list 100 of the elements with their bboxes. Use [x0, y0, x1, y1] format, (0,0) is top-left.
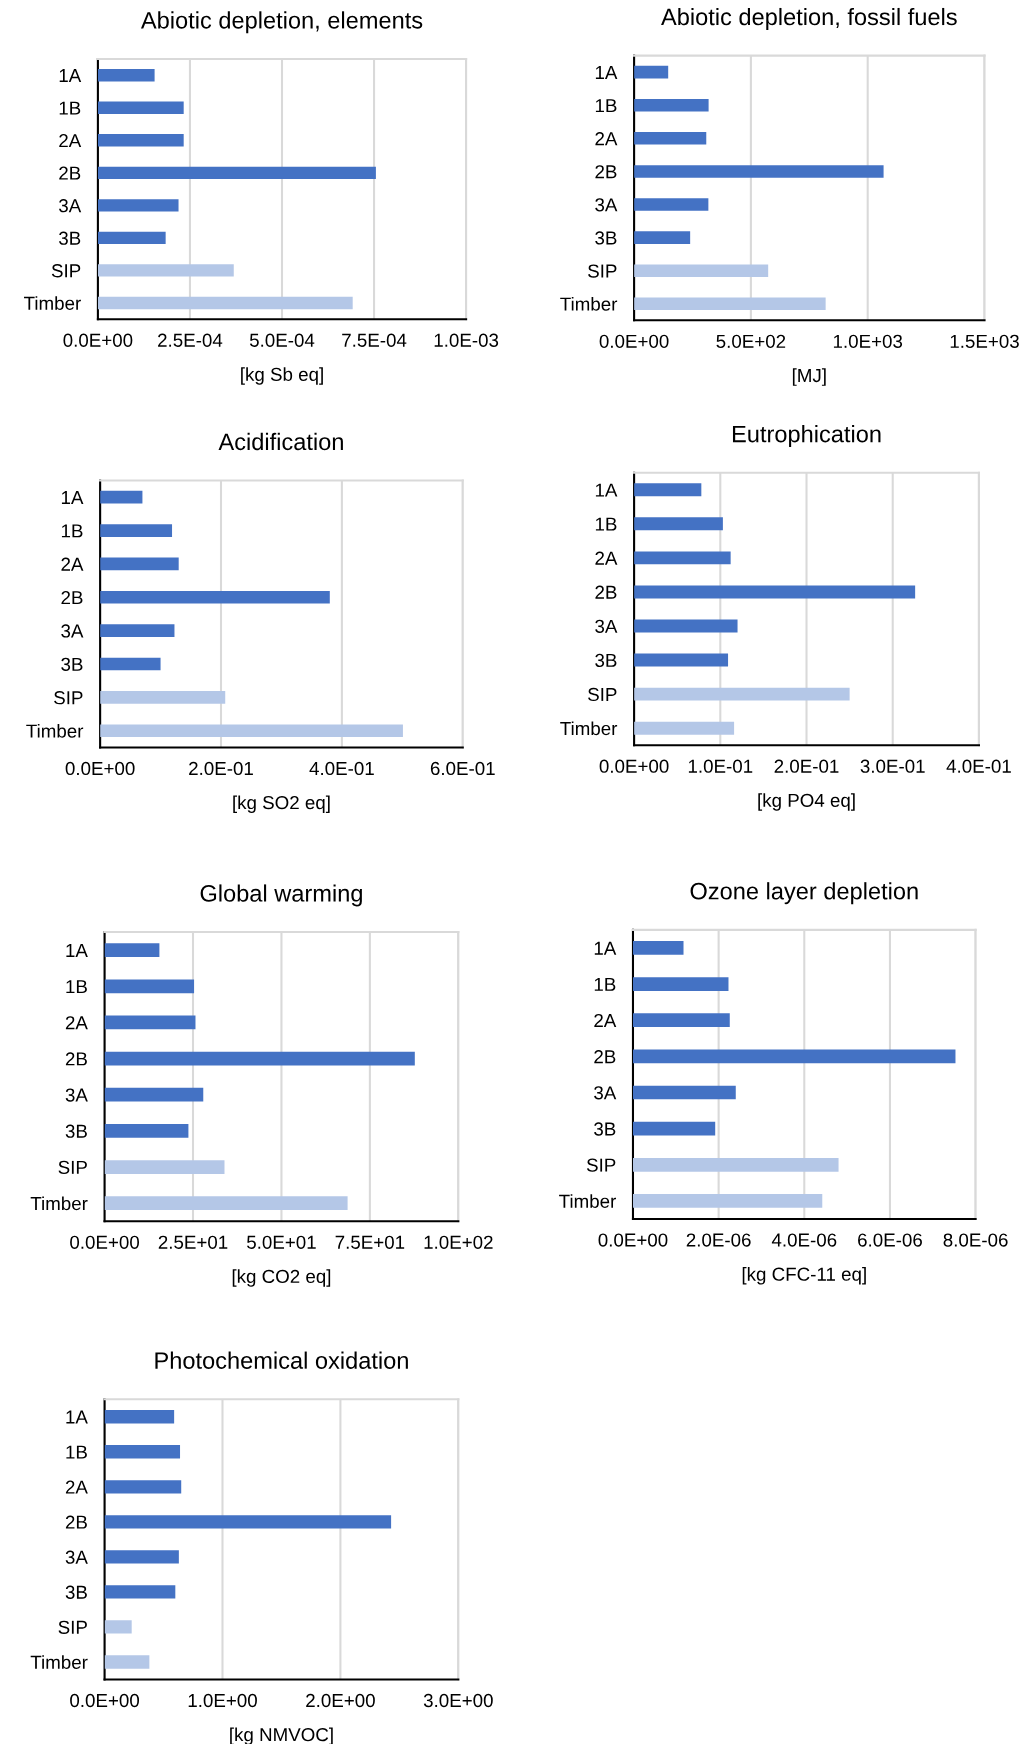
y-tick-label: SIP	[58, 1620, 87, 1634]
bar	[97, 199, 179, 212]
x-tick-label: 6.0E-06	[858, 1233, 922, 1247]
bar	[104, 1480, 182, 1494]
bar	[100, 524, 173, 537]
x-tick-label: 2.0E-06	[686, 1233, 751, 1247]
x-tick-label: 4.0E-01	[309, 761, 374, 776]
bar	[97, 231, 166, 245]
x-tick-label: 5.0E+02	[716, 334, 786, 348]
y-tick-label: 1A	[595, 483, 618, 497]
bar	[100, 657, 161, 671]
x-tick-label: 7.5E+01	[335, 1235, 405, 1249]
bar	[100, 691, 226, 704]
bar	[104, 1515, 392, 1529]
y-tick-label: 2B	[59, 166, 81, 180]
bar	[632, 941, 684, 955]
x-tick-label: 0.0E+00	[63, 333, 133, 347]
y-tick-label: 1A	[59, 69, 82, 83]
y-tick-label: 1B	[595, 99, 617, 113]
x-tick-label: 4.0E-01	[946, 759, 1011, 773]
x-tick-label: 4.0E-06	[771, 1233, 837, 1247]
y-tick-label: 1B	[61, 524, 83, 538]
bar	[632, 1121, 716, 1136]
bar	[634, 585, 916, 599]
x-axis-title: [kg CO2 eq]	[232, 1269, 331, 1287]
y-tick-label: 3A	[61, 624, 84, 638]
x-tick-label: 1.0E+02	[424, 1235, 493, 1249]
y-tick-label: Timber	[30, 1196, 88, 1211]
x-tick-label: 3.0E-01	[860, 759, 925, 773]
x-axis-title: [kg CFC-11 eq]	[742, 1267, 866, 1285]
bar	[100, 490, 143, 504]
y-tick-label: 3A	[65, 1088, 88, 1102]
bar	[634, 653, 729, 667]
y-tick-label: 3A	[594, 1086, 617, 1100]
x-axis-title: [kg Sb eq]	[241, 367, 323, 385]
x-tick-label: 0.0E+00	[598, 1233, 668, 1247]
x-tick-label: 0.0E+00	[65, 761, 135, 776]
y-tick-label: SIP	[51, 264, 81, 278]
y-tick-label: 1B	[594, 977, 616, 991]
bar	[634, 687, 850, 701]
bar	[632, 977, 729, 991]
chart-title: Ozone layer depletion	[690, 882, 918, 905]
bar	[104, 1445, 181, 1459]
bar	[104, 1585, 176, 1599]
y-tick-label: SIP	[58, 1160, 87, 1174]
y-tick-label: 1A	[595, 66, 618, 79]
bar	[634, 551, 731, 565]
bar	[634, 65, 669, 79]
bar	[104, 1160, 225, 1174]
y-tick-label: 2A	[65, 1480, 88, 1494]
bar	[632, 1085, 736, 1100]
y-tick-label: 3A	[59, 199, 82, 213]
bar	[104, 1550, 179, 1564]
bar	[104, 1410, 175, 1424]
bar	[104, 1620, 132, 1634]
bar	[634, 98, 709, 112]
bar	[97, 134, 184, 147]
chart-title: Global warming	[200, 884, 362, 907]
x-tick-label: 6.0E-01	[430, 761, 495, 776]
bar	[634, 517, 723, 531]
bar	[634, 165, 884, 178]
chart-title: Acidification	[218, 432, 343, 451]
y-tick-label: 3B	[59, 231, 81, 245]
chart-title: Abiotic depletion, fossil fuels	[661, 7, 957, 30]
x-tick-label: 8.0E-06	[943, 1233, 1008, 1247]
y-tick-label: 2B	[61, 590, 83, 605]
x-tick-label: 0.0E+00	[599, 334, 669, 348]
bar	[104, 1655, 150, 1669]
x-axis-title: [kg SO2 eq]	[233, 795, 330, 813]
bar	[97, 69, 155, 82]
x-tick-label: 2.5E+01	[158, 1235, 228, 1249]
y-tick-label: 3B	[65, 1585, 87, 1599]
x-tick-label: 1.0E-01	[688, 759, 753, 773]
x-tick-label: 5.0E-04	[249, 333, 315, 347]
x-tick-label: 2.0E-01	[189, 761, 253, 776]
bar	[104, 943, 160, 957]
x-tick-label: 0.0E+00	[599, 759, 669, 773]
y-tick-label: 1B	[59, 101, 81, 115]
y-tick-label: 3A	[595, 198, 618, 212]
y-tick-label: 3B	[594, 1122, 616, 1136]
bar	[634, 619, 738, 633]
x-tick-label: 1.0E+03	[833, 334, 903, 348]
y-tick-label: Timber	[30, 1655, 88, 1669]
y-tick-label: SIP	[588, 687, 617, 702]
y-tick-label: 3A	[595, 619, 618, 633]
x-tick-label: 1.5E+03	[950, 334, 1019, 348]
y-tick-label: 3B	[595, 653, 617, 668]
chart-title: Eutrophication	[732, 425, 881, 448]
bar	[634, 483, 702, 497]
x-tick-label: 7.5E-04	[342, 333, 407, 347]
bar	[632, 1013, 730, 1028]
bar	[104, 1087, 204, 1102]
bar	[104, 1015, 196, 1030]
bar	[634, 264, 769, 277]
bar	[100, 557, 179, 571]
y-tick-label: 2B	[65, 1515, 87, 1529]
y-tick-label: 1B	[66, 980, 87, 994]
y-tick-label: 1A	[61, 491, 84, 504]
y-tick-label: 3B	[595, 231, 617, 245]
y-tick-label: 2B	[595, 165, 617, 179]
